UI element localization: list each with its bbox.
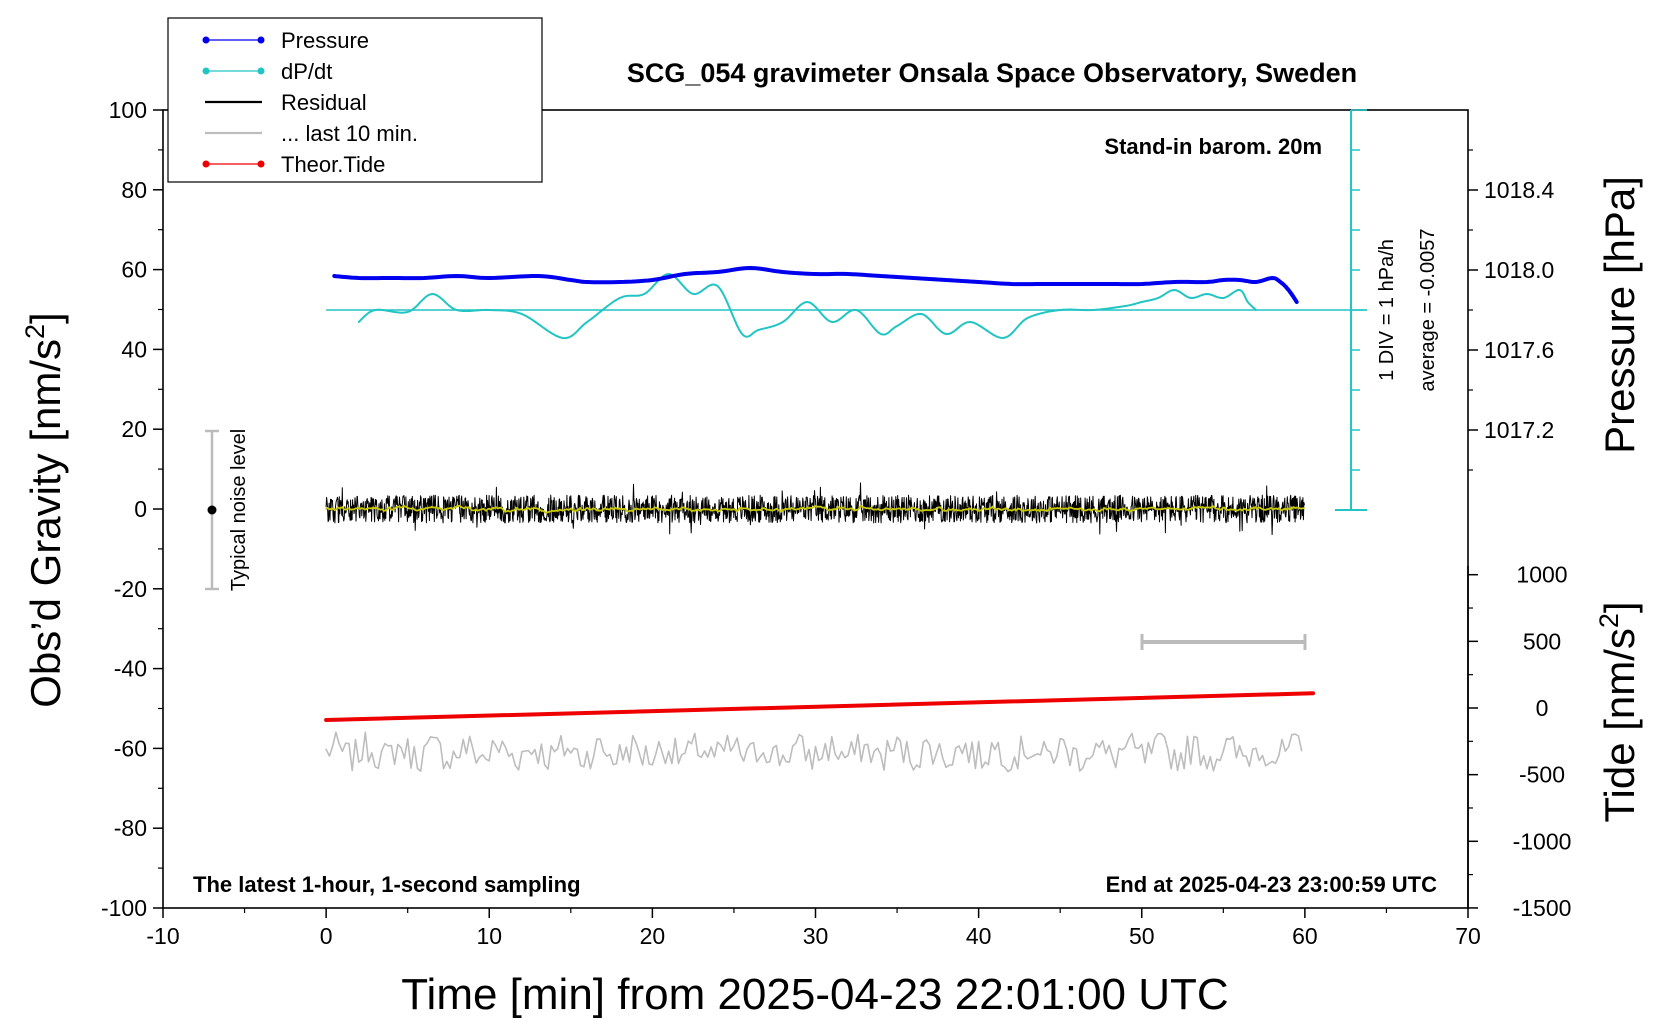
x-tick-label: 50 bbox=[1129, 923, 1155, 949]
y-tick-label: 60 bbox=[121, 257, 147, 283]
tide-axis-ticks: -1500 -1000 -500 0 500 1000 bbox=[1468, 562, 1571, 921]
legend: Pressure dP/dt Residual ... last 10 min. The… bbox=[167, 17, 543, 183]
residual-smooth-line bbox=[325, 504, 1305, 514]
x-tick-label: 70 bbox=[1455, 923, 1481, 949]
y-tick-label: -80 bbox=[114, 815, 147, 841]
y-tick-label: 80 bbox=[121, 177, 147, 203]
y-axis-ticks: -100 -80 -60 -40 -20 0 20 40 60 80 100 bbox=[101, 97, 163, 921]
last-10-min-line bbox=[325, 731, 1303, 773]
noise-dot bbox=[207, 505, 217, 515]
div-scale-label: 1 DIV = 1 hPa/h bbox=[1376, 239, 1398, 381]
pressure-tick-label: 1017.2 bbox=[1484, 417, 1554, 443]
legend-tide-dot bbox=[202, 160, 210, 168]
tide-tick-label: 500 bbox=[1523, 628, 1561, 654]
end-time-note: End at 2025-04-23 23:00:59 UTC bbox=[1106, 872, 1437, 897]
legend-dpdt-dot bbox=[257, 67, 265, 75]
legend-box bbox=[167, 17, 543, 183]
y-axis-label-text: Obs’d Gravity [nm/s bbox=[22, 339, 69, 708]
legend-residual-label: Residual bbox=[281, 90, 367, 115]
y-axis-label-sup: 2 bbox=[20, 324, 50, 339]
tide-tick-label: -1000 bbox=[1513, 828, 1572, 854]
y-axis-label-close: ] bbox=[22, 312, 69, 324]
legend-pressure-dot bbox=[257, 36, 265, 44]
station-note: Stand-in barom. 20m bbox=[1104, 134, 1322, 159]
legend-pressure-label: Pressure bbox=[281, 28, 369, 53]
noise-label: Typical noise level bbox=[228, 429, 250, 591]
pressure-tick-label: 1018.4 bbox=[1484, 177, 1555, 203]
pressure-line bbox=[332, 266, 1299, 304]
tide-axis-label-sup: 2 bbox=[1594, 613, 1624, 628]
tide-tick-label: 0 bbox=[1536, 695, 1549, 721]
y-tick-label: 40 bbox=[121, 336, 147, 362]
y-tick-label: 20 bbox=[121, 416, 147, 442]
div-average-label: average = -0.0057 bbox=[1417, 229, 1439, 392]
tide-axis-label-text: Tide [nm/s bbox=[1596, 628, 1643, 823]
series-layer bbox=[324, 266, 1315, 773]
x-tick-label: 30 bbox=[803, 923, 829, 949]
dpdt-line bbox=[357, 273, 1257, 340]
x-axis-ticks: -10 0 10 20 30 40 50 60 70 bbox=[146, 908, 1481, 949]
y-axis-label: Obs’d Gravity [nm/s2] bbox=[20, 312, 69, 707]
tide-axis-label-close: ] bbox=[1596, 601, 1643, 613]
x-tick-label: 40 bbox=[966, 923, 992, 949]
x-tick-label: -10 bbox=[146, 923, 179, 949]
y-tick-label: -20 bbox=[114, 576, 147, 602]
tide-line bbox=[324, 691, 1315, 722]
y-tick-label: -100 bbox=[101, 895, 147, 921]
y-tick-label: -40 bbox=[114, 656, 147, 682]
legend-dpdt-label: dP/dt bbox=[281, 59, 332, 84]
pressure-axis-label: Pressure [hPa] bbox=[1596, 176, 1643, 454]
x-tick-label: 20 bbox=[640, 923, 666, 949]
y-tick-label: -60 bbox=[114, 735, 147, 761]
residual-line bbox=[325, 482, 1305, 536]
chart-title: SCG_054 gravimeter Onsala Space Observat… bbox=[627, 58, 1357, 88]
pressure-tick-label: 1017.6 bbox=[1484, 337, 1554, 363]
x-tick-label: 0 bbox=[320, 923, 333, 949]
y-tick-label: 100 bbox=[109, 97, 147, 123]
sampling-note: The latest 1-hour, 1-second sampling bbox=[193, 872, 581, 897]
legend-pressure-dot bbox=[202, 36, 210, 44]
legend-last-10-min-label: ... last 10 min. bbox=[281, 121, 418, 146]
x-tick-label: 10 bbox=[476, 923, 502, 949]
legend-tide-label: Theor.Tide bbox=[281, 152, 385, 177]
tide-tick-label: 1000 bbox=[1516, 562, 1567, 588]
tide-tick-label: -1500 bbox=[1513, 895, 1572, 921]
noise-level-marker: Typical noise level bbox=[205, 429, 250, 591]
tide-tick-label: -500 bbox=[1519, 762, 1565, 788]
x-axis-label: Time [min] from 2025-04-23 22:01:00 UTC bbox=[401, 970, 1228, 1019]
y-tick-label: 0 bbox=[134, 496, 147, 522]
legend-tide-dot bbox=[257, 160, 265, 168]
pressure-tick-label: 1018.0 bbox=[1484, 257, 1554, 283]
x-tick-label: 60 bbox=[1292, 923, 1318, 949]
legend-dpdt-dot bbox=[202, 67, 210, 75]
pressure-axis-ticks: 1017.2 1017.6 1018.0 1018.4 bbox=[1468, 149, 1555, 471]
tide-axis-label: Tide [nm/s2] bbox=[1594, 601, 1643, 822]
last-10-min-span bbox=[1140, 634, 1307, 650]
